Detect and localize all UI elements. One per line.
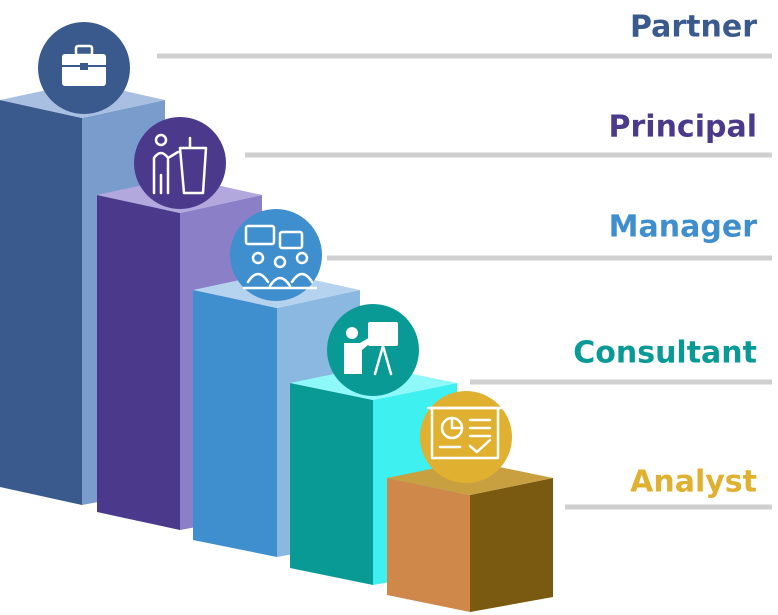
level-label: Partner — [630, 10, 757, 45]
icon-meeting — [230, 209, 322, 301]
column-analyst — [387, 461, 553, 612]
level-label: Principal — [609, 110, 758, 145]
level-label: Consultant — [573, 336, 757, 371]
icon-speaker — [134, 117, 226, 209]
icon-briefcase — [38, 22, 130, 114]
icon-report — [420, 391, 512, 483]
level-label: Manager — [609, 210, 758, 245]
level-label: Analyst — [630, 465, 757, 500]
icon-presenter — [327, 304, 419, 396]
